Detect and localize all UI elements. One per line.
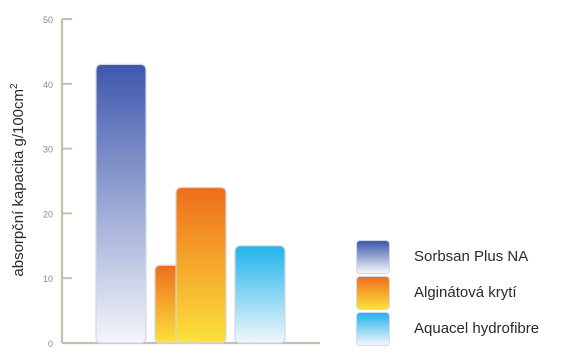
bar-alginate-2 bbox=[175, 186, 227, 344]
legend-item-aquacel: Aquacel hydrofibre bbox=[356, 312, 568, 346]
legend-swatch-aquacel bbox=[356, 312, 390, 346]
bar-sorbsan bbox=[95, 63, 147, 344]
legend-swatch-alginate bbox=[356, 276, 390, 310]
y-axis-label-text: absorpční kapacita g/100cm bbox=[10, 88, 27, 277]
legend-item-sorbsan: Sorbsan Plus NA bbox=[356, 240, 568, 274]
bar-aquacel bbox=[234, 245, 286, 344]
y-tick-label-0: 0 bbox=[48, 339, 53, 349]
y-tick-label-30: 30 bbox=[43, 145, 53, 155]
legend-item-alginate: Alginátová krytí bbox=[356, 276, 568, 310]
y-axis-label: absorpční kapacita g/100cm2 bbox=[9, 83, 27, 276]
y-tick-label-20: 20 bbox=[43, 209, 53, 219]
y-tick-label-10: 10 bbox=[43, 274, 53, 284]
y-tick-label-40: 40 bbox=[43, 80, 53, 90]
y-axis-label-superscript: 2 bbox=[9, 83, 20, 89]
legend-label-alginate: Alginátová krytí bbox=[414, 284, 517, 301]
legend-label-sorbsan: Sorbsan Plus NA bbox=[414, 248, 529, 265]
y-tick-label-50: 50 bbox=[43, 15, 53, 25]
legend-swatch-sorbsan bbox=[356, 240, 390, 274]
legend-label-aquacel: Aquacel hydrofibre bbox=[414, 320, 540, 337]
